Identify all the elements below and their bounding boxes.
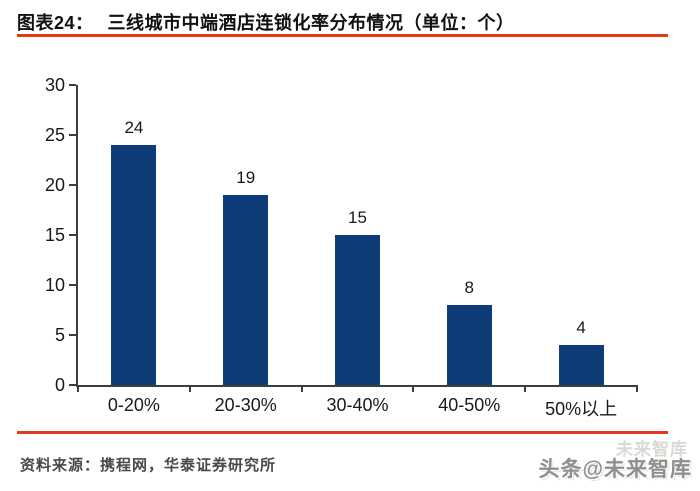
x-axis-category-label: 30-40% <box>326 395 389 415</box>
bar-20-30% <box>223 195 269 385</box>
x-axis-category-label: 0-20% <box>107 395 160 415</box>
y-axis-tick-label: 25 <box>44 125 65 145</box>
bar-value-label: 4 <box>576 318 586 337</box>
bar-0-20% <box>111 145 157 385</box>
bar-40-50% <box>446 305 492 385</box>
bar-slot: 8 40-50% <box>413 278 525 415</box>
bar-slot: 19 20-30% <box>190 168 302 415</box>
y-axis-tick-label: 20 <box>44 175 65 195</box>
x-axis-tick <box>77 385 79 392</box>
y-axis-tick-label: 0 <box>54 375 65 395</box>
y-axis-tick <box>69 184 76 186</box>
bar-value-label: 24 <box>124 118 144 137</box>
y-axis-tick <box>69 334 76 336</box>
x-axis-tick <box>188 385 191 392</box>
bar-50%以上 <box>558 345 604 385</box>
y-axis-tick <box>69 234 76 236</box>
x-axis-tick <box>300 385 303 392</box>
bar-value-label: 19 <box>236 168 256 187</box>
figure-number: 图表24： <box>17 13 94 33</box>
y-axis-tick <box>69 84 76 86</box>
top-divider <box>17 34 668 37</box>
y-axis-tick-label: 15 <box>44 225 65 245</box>
watermark-ghost-text: 未来智库 <box>616 440 688 459</box>
x-axis-tick <box>412 385 415 392</box>
y-axis-tick <box>69 134 76 136</box>
x-axis-tick <box>636 385 638 392</box>
y-axis-tick-label: 10 <box>44 275 65 295</box>
bottom-divider <box>17 431 668 434</box>
source-note: 资料来源：携程网，华泰证券研究所 <box>20 456 277 474</box>
bar-slot: 24 0-20% <box>78 118 190 415</box>
y-axis-tick-label: 30 <box>44 75 65 95</box>
x-axis-category-label: 50%以上 <box>545 399 618 419</box>
bar-chart: 0 5 10 15 20 25 30 24 0-20% 19 20-30% 15 30-40% 8 40-5… <box>45 75 638 419</box>
y-axis-tick-label: 5 <box>54 325 65 345</box>
y-axis-tick <box>69 284 76 286</box>
y-axis-tick <box>69 384 76 386</box>
bar-value-label: 8 <box>464 278 475 297</box>
x-axis-category-label: 20-30% <box>214 395 277 415</box>
x-axis-category-label: 40-50% <box>438 395 501 415</box>
bar-slot: 15 30-40% <box>302 208 414 415</box>
watermark: 未来智库 头条@未来智库 <box>492 440 692 483</box>
watermark-main-text: 头条@未来智库 <box>538 458 692 481</box>
bar-30-40% <box>334 235 380 385</box>
figure-title: 图表24： 三线城市中端酒店连锁化率分布情况（单位：个） <box>17 9 515 35</box>
bar-value-label: 15 <box>348 208 367 227</box>
bar-slot: 4 50%以上 <box>525 318 637 419</box>
figure-title-text: 三线城市中端酒店连锁化率分布情况（单位：个） <box>107 13 515 33</box>
x-axis-tick <box>524 385 527 392</box>
